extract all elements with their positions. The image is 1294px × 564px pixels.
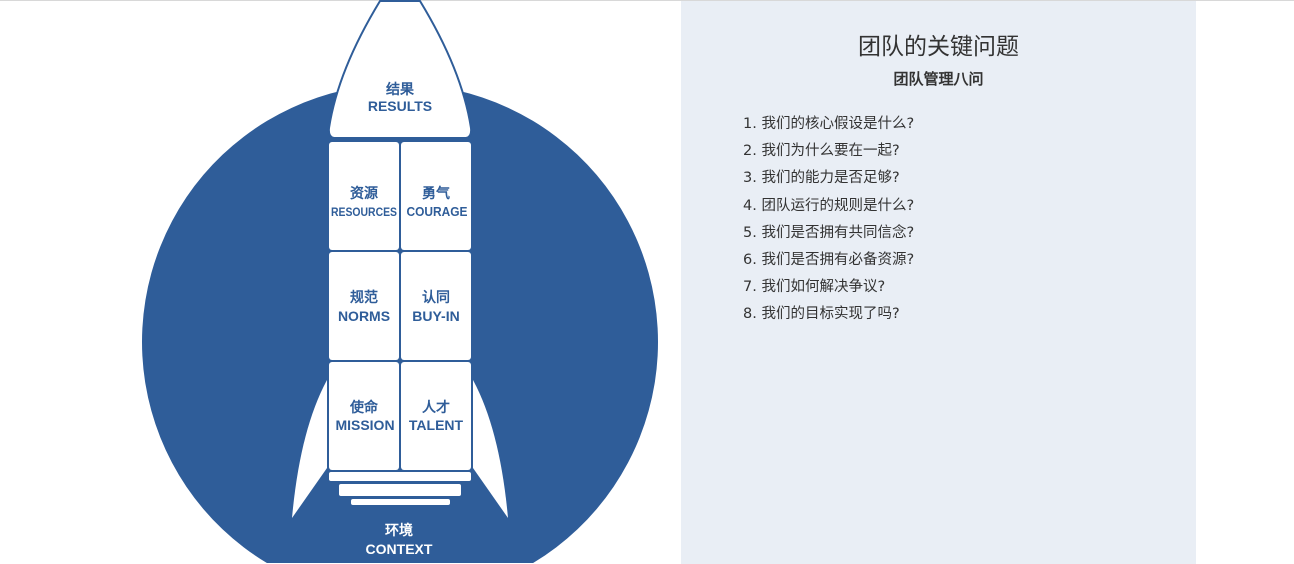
list-item: 6. 我们是否拥有必备资源? — [743, 251, 915, 268]
courage-zh: 勇气 — [422, 185, 450, 201]
buy-in-zh: 认同 — [422, 289, 450, 305]
list-item: 8. 我们的目标实现了吗? — [743, 306, 900, 323]
base-bar-1 — [329, 472, 471, 481]
resources-en: RESOURCES — [331, 205, 397, 219]
block-mission — [329, 362, 399, 470]
list-item: 7. 我们如何解决争议? — [743, 279, 886, 296]
list-item: 3. 我们的能力是否足够? — [743, 170, 900, 187]
rocket-blocks — [329, 142, 471, 470]
buy-in-en: BUY-IN — [412, 308, 459, 324]
list-item: 1. 我们的核心假设是什么? — [743, 116, 915, 132]
block-talent — [401, 362, 471, 470]
rocket-nose — [327, 0, 473, 139]
results-en: RESULTS — [368, 98, 432, 114]
resources-zh: 资源 — [350, 185, 378, 201]
context-circle — [141, 83, 659, 564]
block-resources — [329, 142, 399, 250]
block-buy-in — [401, 252, 471, 360]
mission-zh: 使命 — [349, 399, 379, 415]
results-zh: 结果 — [386, 81, 415, 97]
panel-subtitle: 团队管理八问 — [893, 70, 984, 88]
talent-zh: 人才 — [422, 399, 450, 415]
norms-zh: 规范 — [350, 289, 378, 305]
courage-en: COURAGE — [407, 204, 468, 219]
base-bar-2 — [339, 484, 461, 496]
key-questions-panel: 团队的关键问题 团队管理八问 1. 我们的核心假设是什么? 2. 我们为什么要在… — [681, 1, 1196, 564]
block-courage — [401, 142, 471, 250]
context-en: CONTEXT — [366, 541, 433, 557]
left-fin — [292, 380, 327, 518]
questions-list: 1. 我们的核心假设是什么? 2. 我们为什么要在一起? 3. 我们的能力是否足… — [743, 113, 914, 331]
list-item: 2. 我们为什么要在一起? — [743, 143, 900, 160]
team-rocket-diagram: 结果 RESULTS 资源 RESOURCES 勇气 COURAGE 规范 NO… — [141, 0, 659, 564]
top-border — [0, 0, 1294, 1]
panel-title: 团队的关键问题 — [858, 34, 1019, 60]
list-item: 4. 团队运行的规则是什么? — [743, 197, 915, 214]
talent-en: TALENT — [409, 417, 464, 433]
right-fin — [473, 380, 508, 518]
block-norms — [329, 252, 399, 360]
base-bar-3 — [351, 499, 450, 505]
mission-en: MISSION — [335, 417, 394, 433]
list-item: 5. 我们是否拥有共同信念? — [743, 224, 915, 241]
context-zh: 环境 — [385, 522, 413, 538]
norms-en: NORMS — [338, 308, 390, 324]
